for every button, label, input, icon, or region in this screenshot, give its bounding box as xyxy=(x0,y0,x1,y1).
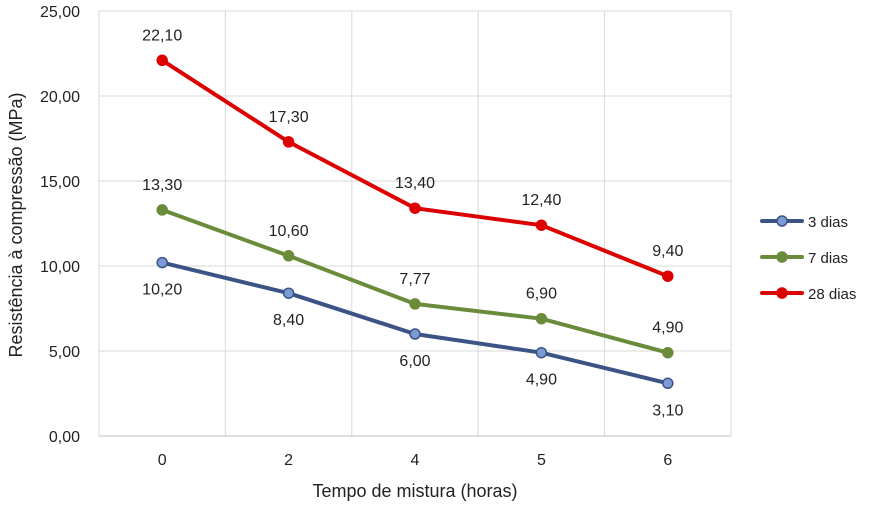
data-label: 9,40 xyxy=(652,243,683,260)
legend-label: 7 dias xyxy=(808,250,848,267)
data-label: 4,90 xyxy=(652,320,683,337)
data-point xyxy=(535,346,548,359)
y-axis-ticks: 0,00 5,00 10,00 15,00 20,00 25,00 xyxy=(40,4,80,446)
data-point xyxy=(409,202,421,214)
y-tick-label: 10,00 xyxy=(40,259,80,276)
y-tick-label: 20,00 xyxy=(40,89,80,106)
y-tick-label: 15,00 xyxy=(40,174,80,191)
data-label: 10,60 xyxy=(269,223,309,240)
legend-marker xyxy=(776,287,788,299)
data-label: 3,10 xyxy=(652,402,683,419)
data-label: 6,00 xyxy=(399,353,430,370)
data-label: 22,10 xyxy=(142,27,182,44)
data-point xyxy=(156,204,168,216)
legend-item: 7 dias xyxy=(760,250,848,267)
x-tick-label: 4 xyxy=(411,452,420,469)
legend-item: 3 dias xyxy=(760,214,848,231)
data-label: 8,40 xyxy=(273,312,304,329)
grid xyxy=(98,10,732,437)
data-label: 10,20 xyxy=(142,282,182,299)
legend: 3 dias 7 dias 28 dias xyxy=(760,214,856,303)
data-label: 12,40 xyxy=(521,192,561,209)
x-tick-label: 0 xyxy=(158,452,167,469)
data-point xyxy=(282,287,295,299)
x-tick-label: 5 xyxy=(537,452,546,469)
data-point xyxy=(662,377,674,390)
data-point xyxy=(662,346,674,359)
data-label: 13,30 xyxy=(142,177,182,194)
data-point xyxy=(409,328,421,340)
legend-item: 28 dias xyxy=(760,286,856,303)
series-line xyxy=(160,58,670,279)
data-point xyxy=(282,250,295,262)
data-label: 17,30 xyxy=(269,109,309,126)
data-point xyxy=(662,270,674,282)
legend-marker xyxy=(776,251,788,263)
x-tick-label: 2 xyxy=(284,452,293,469)
x-tick-label: 6 xyxy=(663,452,672,469)
data-point xyxy=(535,312,548,325)
data-point xyxy=(409,298,421,310)
series-layer xyxy=(156,54,674,390)
data-label: 4,90 xyxy=(526,372,557,389)
data-label: 7,77 xyxy=(399,271,430,288)
data-label: 13,40 xyxy=(395,175,435,192)
y-tick-label: 0,00 xyxy=(49,429,80,446)
x-axis-ticks: 0 2 4 5 6 xyxy=(158,452,673,469)
legend-label: 28 dias xyxy=(808,286,856,303)
y-tick-label: 25,00 xyxy=(40,4,80,21)
data-point xyxy=(156,256,168,269)
x-axis-title: Tempo de mistura (horas) xyxy=(312,481,517,501)
legend-marker xyxy=(776,215,788,227)
data-label: 6,90 xyxy=(526,286,557,303)
legend-label: 3 dias xyxy=(808,214,848,231)
data-point xyxy=(282,136,295,148)
y-axis-title: Resistência à compressão (MPa) xyxy=(6,92,26,357)
y-tick-label: 5,00 xyxy=(49,344,80,361)
data-point xyxy=(535,219,548,231)
data-labels: 10,20 8,40 6,00 4,90 3,10 13,30 10,60 7,77 6,90 4… xyxy=(142,27,683,419)
data-point xyxy=(156,54,168,67)
